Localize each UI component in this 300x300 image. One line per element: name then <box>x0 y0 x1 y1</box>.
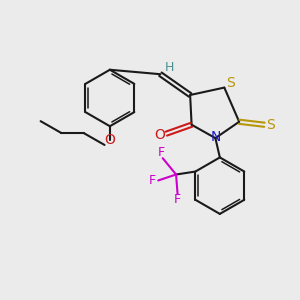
Text: F: F <box>149 174 156 187</box>
Text: O: O <box>104 133 115 147</box>
Text: S: S <box>226 76 235 90</box>
Text: F: F <box>174 193 181 206</box>
Text: F: F <box>158 146 165 159</box>
Text: O: O <box>154 128 165 142</box>
Text: H: H <box>165 61 174 74</box>
Text: S: S <box>267 118 275 132</box>
Text: N: N <box>210 130 220 144</box>
